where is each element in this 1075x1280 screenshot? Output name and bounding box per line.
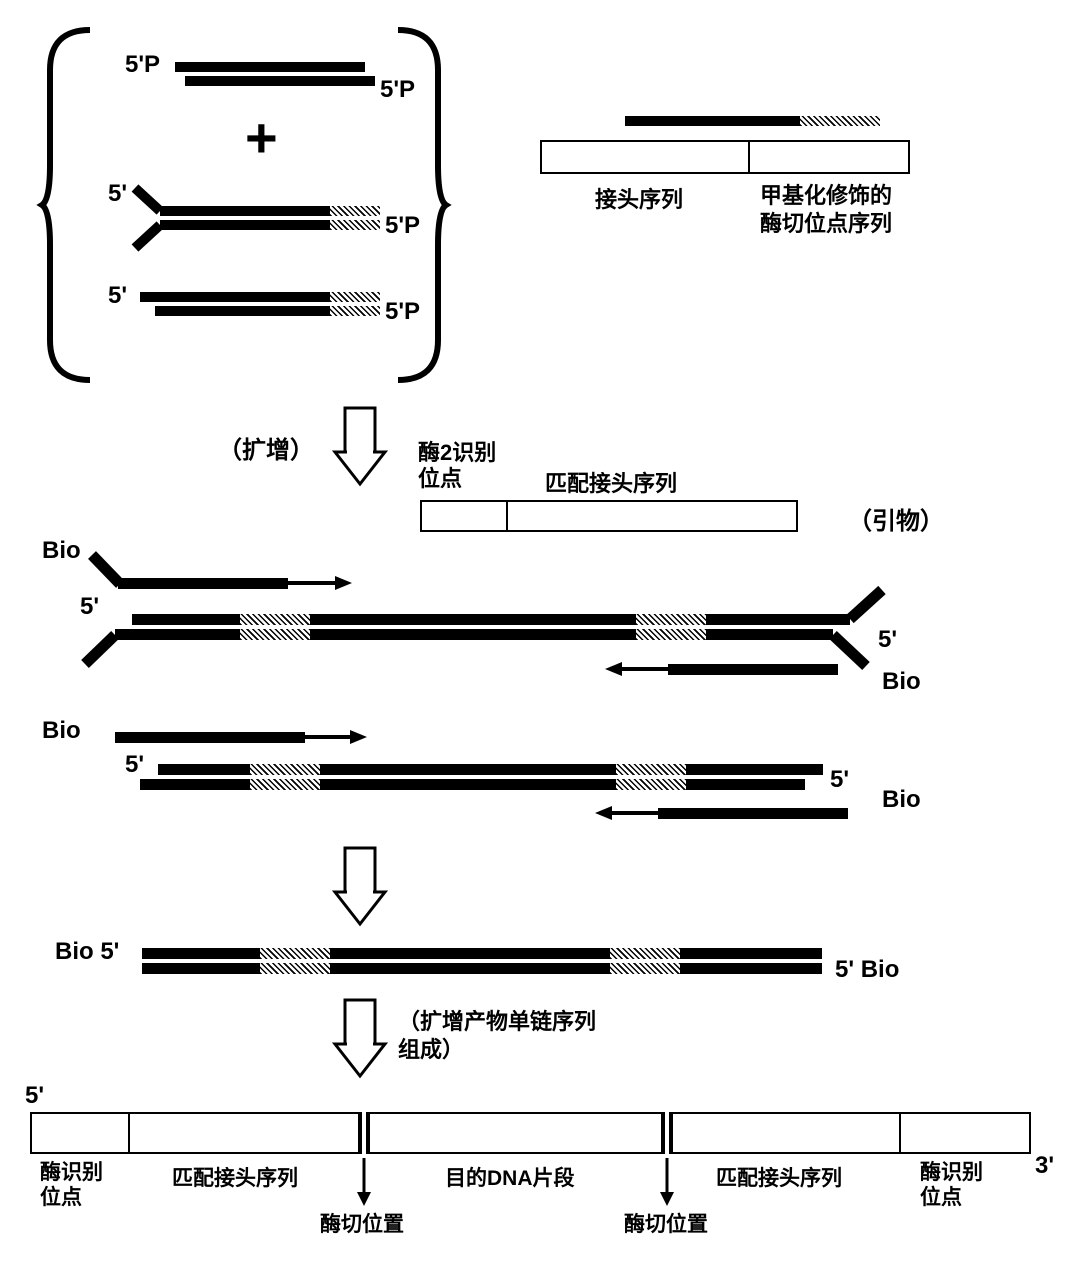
cut-arrow-1 <box>0 0 1075 1280</box>
diagram-canvas: 5'P 5'P + 5' 5'P 5' 5'P 接头序列 甲基化修饰的 酶切位点… <box>0 0 1075 1280</box>
cut-pos-label-2: 酶切位置 <box>624 1208 708 1238</box>
cut-pos-label-1: 酶切位置 <box>320 1208 404 1238</box>
